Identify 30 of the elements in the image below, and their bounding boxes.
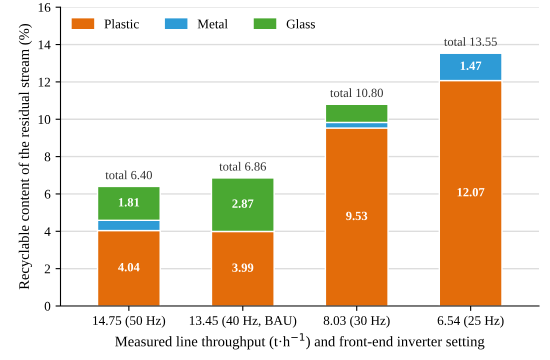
x-tick-label: 6.54 (25 Hz) xyxy=(438,316,504,328)
total-label: total 10.80 xyxy=(330,88,383,98)
x-tick-label: 14.75 (50 Hz) xyxy=(93,316,166,328)
y-tick-label: 4 xyxy=(44,227,51,236)
x-tick-label: 13.45 (40 Hz, BAU) xyxy=(190,316,296,328)
data-label: 3.99 xyxy=(232,263,254,272)
data-label: 4.04 xyxy=(118,262,140,272)
y-tick-label: 0 xyxy=(44,302,50,311)
legend-label: Plastic xyxy=(104,19,139,28)
y-tick-label: 8 xyxy=(44,152,50,162)
legend-label: Metal xyxy=(198,19,228,28)
y-tick-label: 10 xyxy=(38,115,50,124)
y-tick-label: 14 xyxy=(38,40,51,50)
data-label: 1.81 xyxy=(118,198,140,207)
x-axis-title: Measured line throughput (t·h$^{−1}$) and front-end inverter setting xyxy=(115,333,484,350)
data-label: 9.53 xyxy=(346,212,368,220)
bar xyxy=(324,127,389,306)
data-label: 2.87 xyxy=(232,199,254,208)
legend-label: Glass xyxy=(286,19,315,28)
data-label: 1.47 xyxy=(460,62,482,70)
y-tick-label: 6 xyxy=(44,190,50,199)
total-label: total 6.86 xyxy=(219,162,266,171)
total-label: total 6.40 xyxy=(105,170,152,180)
total-label: total 13.55 xyxy=(444,37,497,46)
x-tick-label: 8.03 (30 Hz) xyxy=(324,316,390,328)
y-tick-label: 2 xyxy=(44,264,50,274)
y-axis-title: Recyclable content of the residual stream (%) xyxy=(18,24,32,290)
data-label: 12.07 xyxy=(458,188,484,196)
y-tick-label: 16 xyxy=(38,3,50,12)
y-tick-label: 12 xyxy=(38,78,50,86)
